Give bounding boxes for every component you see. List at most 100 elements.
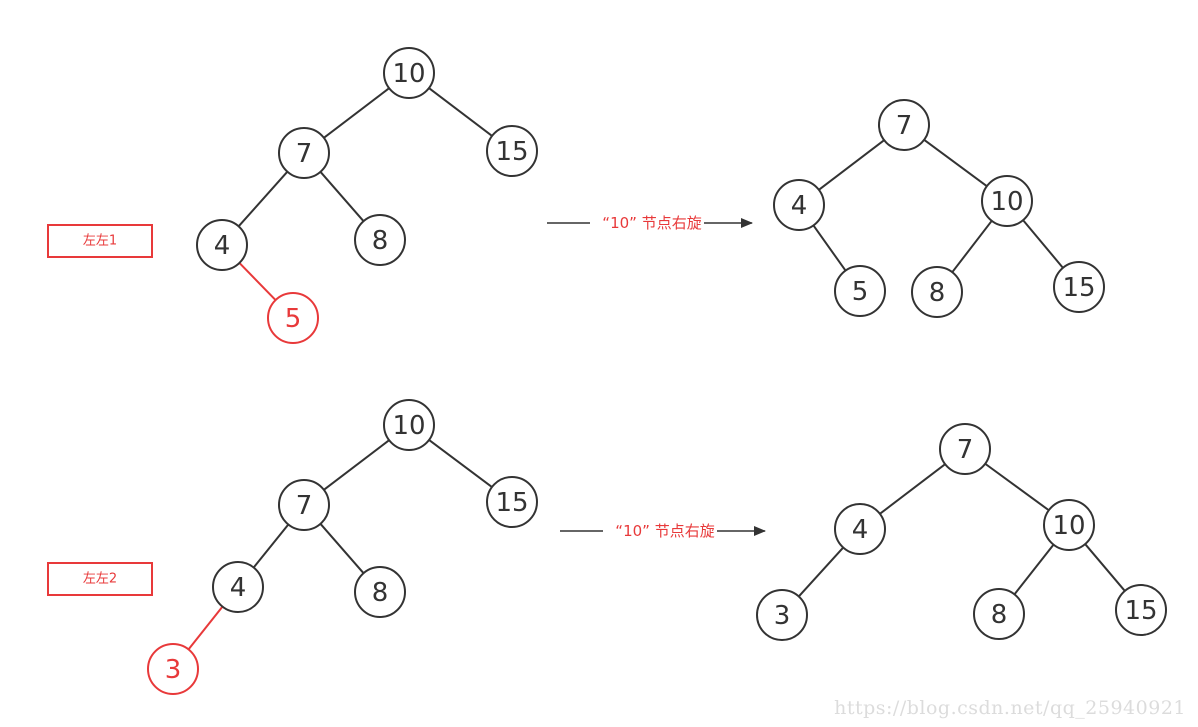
tree-node-8: 8	[973, 588, 1025, 640]
tree-node-4: 4	[834, 503, 886, 555]
tree-edge-n10-n7	[323, 439, 390, 491]
node-circle	[1043, 499, 1095, 551]
tree-node-3: 3	[756, 589, 808, 641]
node-circle	[1053, 261, 1105, 313]
tree-node-7: 7	[278, 127, 330, 179]
node-circle	[973, 588, 1025, 640]
case-label-box	[47, 562, 153, 596]
node-label: 10	[1052, 511, 1085, 541]
node-circle	[383, 47, 435, 99]
tree-edge-n10-n15	[428, 439, 493, 488]
node-label: 7	[957, 435, 974, 465]
rotation-arrow-label: “10” 节点右旋	[602, 214, 701, 232]
node-circle	[756, 589, 808, 641]
tree-node-15: 15	[1115, 584, 1167, 636]
node-label: 4	[852, 515, 869, 545]
tree-edge-n10-n7	[323, 87, 390, 139]
node-label: 15	[495, 488, 528, 518]
tree-edge-n4-n3	[187, 605, 224, 651]
node-label: 4	[230, 573, 247, 603]
node-circle	[147, 643, 199, 695]
node-circle	[196, 219, 248, 271]
case-label-box	[47, 224, 153, 258]
watermark-text: https://blog.csdn.net/qq_25940921	[834, 697, 1186, 719]
node-circle	[354, 566, 406, 618]
node-circle	[267, 292, 319, 344]
tree-node-15: 15	[1053, 261, 1105, 313]
tree-node-8: 8	[911, 266, 963, 318]
node-label: 10	[392, 59, 425, 89]
node-label: 7	[296, 139, 313, 169]
node-label: 10	[392, 411, 425, 441]
case-label-text: 左左1	[83, 234, 117, 249]
tree-node-4: 4	[196, 219, 248, 271]
node-circle	[773, 179, 825, 231]
nodes-layer: 10 7 15 4 8 5 7 4 10 5 8 15 10 7 15 4 8 3 7 4 10 3 8 15	[147, 47, 1167, 695]
node-circle	[278, 479, 330, 531]
tree-edge-m7-m10	[984, 462, 1050, 512]
tree-node-10: 10	[383, 399, 435, 451]
node-circle	[834, 503, 886, 555]
node-label: 8	[929, 278, 946, 308]
node-circle	[981, 175, 1033, 227]
node-circle	[278, 127, 330, 179]
node-circle	[878, 99, 930, 151]
tree-edge-n10-n15	[428, 87, 493, 137]
edges-layer	[187, 87, 1126, 651]
tree-edge-m7-m4	[818, 139, 885, 191]
node-label: 8	[372, 578, 389, 608]
tree-edge-n7-n8	[319, 523, 365, 574]
node-circle	[486, 125, 538, 177]
tree-node-7: 7	[939, 423, 991, 475]
tree-edge-m7-m4	[879, 463, 946, 515]
tree-node-8: 8	[354, 566, 406, 618]
tree-node-10: 10	[981, 175, 1033, 227]
tree-node-10: 10	[383, 47, 435, 99]
tree-edge-n7-n4	[252, 523, 290, 569]
node-circle	[939, 423, 991, 475]
tree-node-5: 5	[267, 292, 319, 344]
node-circle	[486, 476, 538, 528]
rotation-arrow-label: “10” 节点右旋	[615, 522, 714, 540]
node-circle	[1115, 584, 1167, 636]
node-label: 8	[372, 226, 389, 256]
node-circle	[212, 561, 264, 613]
node-label: 4	[791, 191, 808, 221]
node-circle	[834, 265, 886, 317]
node-label: 7	[296, 491, 313, 521]
tree-node-4: 4	[773, 179, 825, 231]
tree-edge-n7-n4	[237, 170, 289, 228]
node-label: 15	[1124, 596, 1157, 626]
node-circle	[911, 266, 963, 318]
tree-edge-m10-m15	[1022, 219, 1064, 269]
tree-edge-m10-m8	[1013, 544, 1055, 595]
tree-node-10: 10	[1043, 499, 1095, 551]
node-label: 10	[990, 187, 1023, 217]
node-label: 4	[214, 231, 231, 261]
tree-node-15: 15	[486, 476, 538, 528]
tree-node-3: 3	[147, 643, 199, 695]
node-label: 5	[852, 277, 869, 307]
node-label: 3	[774, 601, 791, 631]
node-circle	[383, 399, 435, 451]
node-label: 8	[991, 600, 1008, 630]
tree-node-7: 7	[878, 99, 930, 151]
tree-edge-m10-m15	[1084, 543, 1126, 592]
tree-node-15: 15	[486, 125, 538, 177]
case-label-text: 左左2	[83, 572, 117, 587]
tree-edge-m4-m3	[798, 546, 844, 598]
tree-edge-m10-m8	[951, 220, 993, 273]
node-label: 7	[896, 111, 913, 141]
node-label: 3	[165, 655, 182, 685]
node-label: 15	[1062, 273, 1095, 303]
tree-edge-m4-m5	[812, 224, 847, 272]
node-label: 5	[285, 304, 302, 334]
tree-node-4: 4	[212, 561, 264, 613]
tree-edge-n4-n5	[238, 262, 277, 301]
tree-node-7: 7	[278, 479, 330, 531]
node-label: 15	[495, 137, 528, 167]
tree-edge-n7-n8	[319, 171, 365, 222]
node-circle	[354, 214, 406, 266]
